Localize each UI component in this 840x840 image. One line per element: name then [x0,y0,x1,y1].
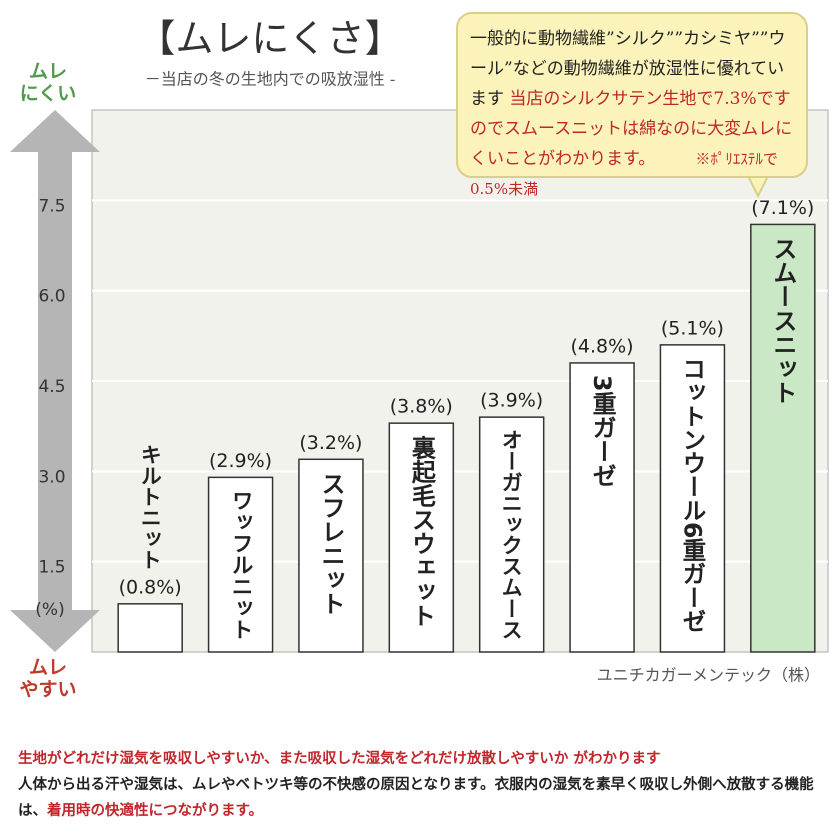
category-label: キルトニット [138,444,162,570]
footer-text: 人体から出る汗や湿気は、ムレやベトツキ等の不快感の原因となります。衣服内の湿気を… [18,777,814,819]
category-label: 3重ガーゼ [588,375,616,488]
footer-line: 生地がどれだけ湿気を吸収しやすいか、また吸収した湿気をどれだけ放散しやすいか が… [18,751,661,767]
value-label: (5.1%) [661,317,724,339]
category-label: スフレニット [317,471,345,615]
bar [659,344,726,653]
footer-highlight: 着用時の快適性につながります。 [47,803,264,819]
footer: 生地がどれだけ湿気を吸収しやすいか、また吸収した湿気をどれだけ放散しやすいか が… [18,746,830,824]
bar [298,458,364,653]
bar [388,422,455,653]
value-label: (2.9%) [209,450,272,472]
top-label: ムレ [29,61,67,83]
y-tick-label: 3.0 [38,467,65,487]
bar [750,223,816,653]
footer-line: 人体から出る汗や湿気は、ムレやベトツキ等の不快感の原因となります。衣服内の湿気を… [18,772,830,824]
chart-title: 【ムレにくさ】 [137,17,402,61]
value-label: (4.8%) [571,335,634,357]
category-label: コットンウール6重ガーゼ [678,357,706,633]
value-label: (0.8%) [119,576,182,598]
y-tick-label: 6.0 [38,287,65,307]
value-label: (7.1%) [751,197,814,219]
callout: 一般的に動物繊維”シルク””カシミヤ””ウール”などの動物繊維が放湿性に優れてい… [456,12,808,198]
category-label: 裏起毛スウェット [407,434,436,627]
top-label: にくい [20,83,77,105]
value-label: (3.8%) [390,396,453,418]
y-tick-label: 7.5 [38,196,65,216]
chart-subtitle: －当店の冬の生地内での吸放湿性 - [145,70,396,89]
category-label: ワッフルニット [228,489,253,640]
source: ユニチカガーメンテック（株） [597,666,820,685]
y-tick-label: 1.5 [38,558,65,578]
y-tick-label: 4.5 [38,377,65,397]
bar [569,362,635,653]
direction-arrow [10,110,100,652]
callout-highlight: 当店のシルクサテン生地で7.3%ですのでスムースニットは綿なのに大変ムレにくいこ… [470,89,793,169]
callout-text: 一般的に動物繊維”シルク””カシミヤ””ウール”などの動物繊維が放湿性に優れてい… [470,29,786,109]
category-label: オーガニックスムース [499,429,524,640]
bottom-label: やすい [19,679,76,701]
value-label: (3.9%) [480,390,543,412]
bar [207,476,274,653]
bar [478,416,545,653]
bar [117,603,183,653]
callout-note: ※ﾎﾟﾘｴｽﾃﾙで0.5%未満 [470,150,778,198]
bottom-label: ムレ [29,657,67,679]
category-label: スムースニット [769,236,797,404]
value-label: (3.2%) [299,432,362,454]
y-unit: (%) [35,600,64,620]
